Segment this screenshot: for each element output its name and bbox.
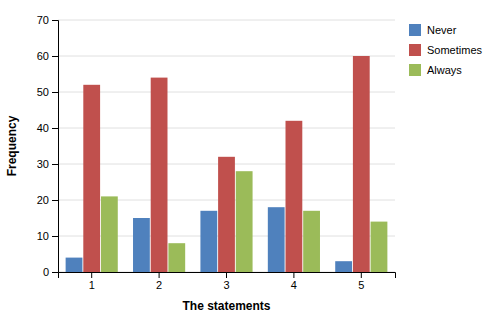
y-tick-mark [52,92,58,93]
y-tick-mark [52,128,58,129]
y-tick-label: 20 [37,194,49,206]
y-tick: 20 [37,194,58,206]
y-tick-mark [52,200,58,201]
x-tick-label: 4 [291,279,297,291]
x-tick-mark [361,272,362,278]
bar [66,258,83,272]
y-tick-mark [52,236,58,237]
grid-line [58,20,395,21]
y-tick-label: 60 [37,50,49,62]
legend-swatch [409,64,421,76]
x-axis-line [59,273,396,279]
x-axis-title: The statements [182,299,270,313]
y-tick-label: 10 [37,230,49,242]
y-axis-title: Frequency [5,115,19,176]
bar-series [83,56,369,272]
y-tick-label: 30 [37,158,49,170]
x-axis: 1 2 3 4 5 [59,272,396,291]
bar [168,243,185,272]
y-tick: 10 [37,230,58,242]
y-tick: 0 [43,266,58,278]
bar [268,207,285,272]
y-tick-mark [52,164,58,165]
x-tick: 5 [358,272,364,291]
bar [303,211,320,272]
bar [371,222,388,272]
bar [218,157,235,272]
y-tick-mark [52,56,58,57]
legend: Never Sometimes Always [409,24,483,76]
y-tick-label: 70 [37,14,49,26]
y-tick-label: 50 [37,86,49,98]
legend-swatch [409,24,421,36]
x-tick-mark [91,272,92,278]
y-tick-label: 40 [37,122,49,134]
grid-line [58,56,395,57]
legend-item: Always [409,64,462,76]
bar [83,85,100,272]
y-tick: 60 [37,50,58,62]
x-tick: 2 [156,272,162,291]
chart-container: 12345010203040506070The statementsFreque… [0,0,500,320]
grid [58,20,395,272]
y-tick: 30 [37,158,58,170]
legend-item: Sometimes [409,44,483,56]
x-tick: 4 [291,272,297,291]
bar [151,78,168,272]
x-tick: 3 [223,272,229,291]
y-tick: 70 [37,14,58,26]
legend-label: Never [427,24,457,36]
bar [353,56,370,272]
bar [335,261,352,272]
x-tick-mark [159,272,160,278]
chart: 12345010203040506070The statementsFreque… [0,0,500,320]
y-axis: 0 10 20 30 40 50 60 70 [37,14,59,278]
y-tick: 40 [37,122,58,134]
bar [200,211,217,272]
bar [133,218,150,272]
legend-label: Always [427,64,462,76]
x-tick-label: 3 [223,279,229,291]
legend-swatch [409,44,421,56]
x-tick-label: 5 [358,279,364,291]
bar [286,121,303,272]
legend-item: Never [409,24,457,36]
y-tick: 50 [37,86,58,98]
x-tick-label: 2 [156,279,162,291]
bar-series [101,171,387,272]
grid-line [58,92,395,93]
y-tick-mark [52,20,58,21]
x-tick: 1 [89,272,95,291]
x-tick-label: 1 [89,279,95,291]
bar [236,171,253,272]
y-axis-line [52,21,59,273]
x-tick-mark [226,272,227,278]
y-tick-mark [52,272,58,273]
plot: 12345010203040506070The statementsFreque… [5,14,483,313]
legend-label: Sometimes [427,44,483,56]
x-tick-mark [293,272,294,278]
bar [101,196,118,272]
grid-line [58,128,395,129]
y-tick-label: 0 [43,266,49,278]
bars [66,56,388,272]
